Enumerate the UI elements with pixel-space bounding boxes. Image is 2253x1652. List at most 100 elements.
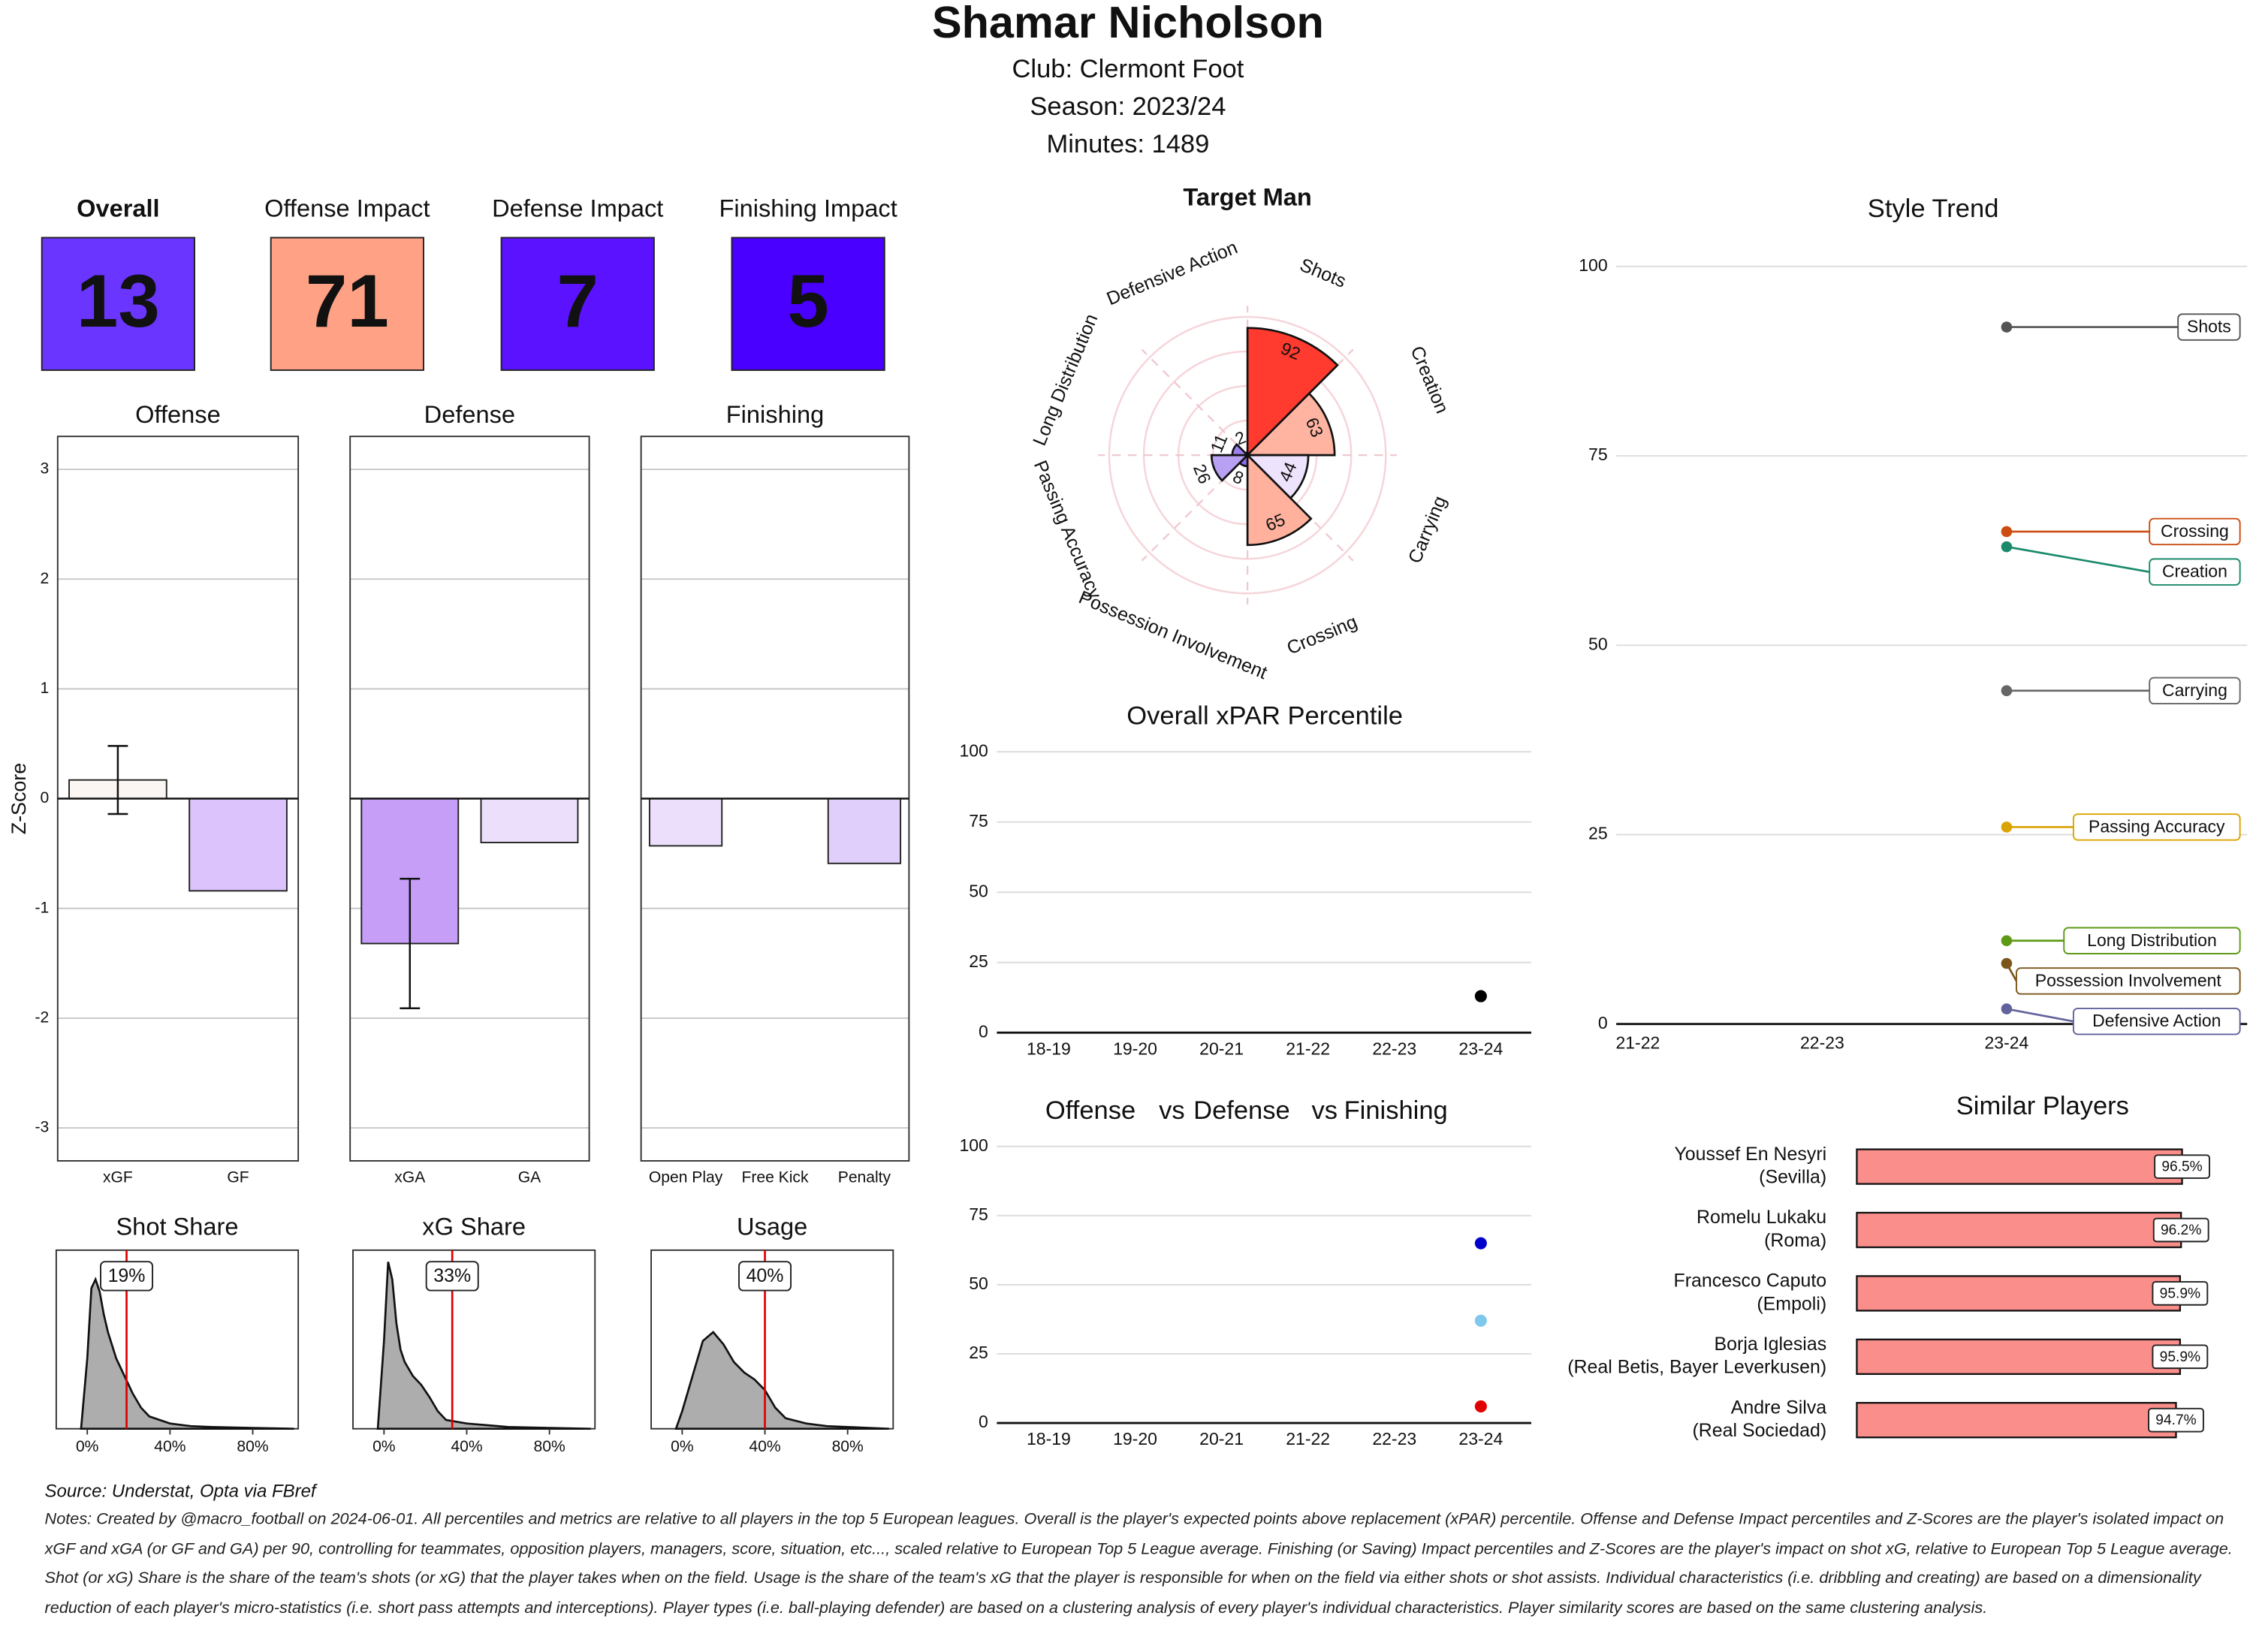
value-label-box — [2152, 1281, 2209, 1306]
label-connector — [2006, 545, 2150, 573]
player-club: (Sevilla) — [1759, 1167, 1826, 1188]
point — [2001, 321, 2013, 333]
panel-title: Offense — [135, 400, 221, 428]
x-tick-label: Penalty — [838, 1169, 891, 1186]
card-box — [731, 237, 885, 371]
point — [2001, 541, 2013, 553]
player-name: Andre Silva — [1731, 1397, 1827, 1418]
y-tick-label: 50 — [969, 1274, 988, 1293]
rose-wedge — [1244, 451, 1249, 458]
series-label: Long Distribution — [2087, 930, 2217, 950]
value-label: 11 — [1206, 431, 1231, 455]
x-tick-label: 21-22 — [1286, 1429, 1330, 1449]
y-tick-label: 50 — [969, 881, 988, 900]
card-value: 7 — [556, 260, 598, 343]
marker-label-box — [100, 1261, 154, 1292]
point — [1474, 1237, 1487, 1250]
y-tick-label: 25 — [1588, 824, 1608, 843]
bar — [1856, 1275, 2182, 1312]
panel-title: Finishing — [726, 400, 824, 428]
card-label: Offense Impact — [264, 194, 430, 222]
category-label: Creation — [1406, 343, 1452, 417]
label-box — [2149, 558, 2241, 586]
point — [2001, 685, 2013, 697]
x-tick-label: 0% — [76, 1438, 98, 1455]
x-tick-label: 40% — [749, 1438, 780, 1455]
y-tick-label: 100 — [959, 740, 988, 760]
y-tick-label: 0 — [1598, 1013, 1608, 1032]
label-connector — [2005, 963, 2018, 982]
title-separator: vs — [1311, 1096, 1338, 1125]
x-tick-label: 22-23 — [1800, 1033, 1844, 1053]
label-box — [2149, 517, 2241, 546]
x-tick-label: 0% — [372, 1438, 395, 1455]
series-label: Creation — [2162, 562, 2227, 581]
density-area — [674, 1331, 889, 1430]
x-tick-label: 40% — [451, 1438, 482, 1455]
category-label: Shots — [1297, 255, 1350, 292]
x-tick-label: 18-19 — [1027, 1429, 1071, 1449]
point — [2001, 526, 2013, 538]
point — [1474, 1400, 1487, 1412]
bar — [1856, 1211, 2182, 1249]
card-box — [270, 237, 424, 371]
x-tick-label: 23-24 — [1985, 1033, 2029, 1053]
chart-title: Overall xPAR Percentile — [1126, 701, 1403, 730]
y-tick-label: 75 — [969, 1204, 988, 1224]
series-label: Crossing — [2161, 521, 2229, 541]
y-tick-label: -2 — [35, 1008, 50, 1026]
category-label: Defensive Action — [1104, 237, 1241, 309]
chart-title: Similar Players — [1956, 1092, 2129, 1120]
x-tick-label: 23-24 — [1458, 1429, 1503, 1449]
notes-box: Notes: Created by @macro_football on 202… — [44, 1511, 2233, 1617]
point — [2001, 957, 2013, 969]
y-tick-label: 100 — [959, 1135, 988, 1155]
card-label: Overall — [77, 194, 160, 222]
x-tick-label: xGA — [394, 1169, 426, 1186]
panel-title: Shot Share — [116, 1213, 238, 1241]
player-club: (Roma) — [1764, 1230, 1826, 1251]
x-tick-label: 21-22 — [1615, 1033, 1660, 1053]
x-tick-label: 19-20 — [1113, 1429, 1157, 1449]
panel-title: xG Share — [422, 1213, 526, 1241]
x-tick-label: GF — [227, 1169, 249, 1186]
rose-wedge — [1246, 327, 1339, 458]
card-label: Finishing Impact — [719, 194, 897, 222]
x-tick-label: 20-21 — [1199, 1039, 1244, 1058]
minutes: Minutes: 1489 — [1047, 130, 1210, 158]
x-tick-label: 23-24 — [1458, 1039, 1503, 1058]
panel-title: Usage — [737, 1213, 807, 1241]
y-tick-label: 25 — [969, 951, 988, 971]
y-tick-label: 0 — [979, 1412, 988, 1431]
x-tick-label: 20-21 — [1199, 1429, 1244, 1449]
player-club: (Real Betis, Bayer Leverkusen) — [1567, 1357, 1826, 1378]
season: Season: 2023/24 — [1030, 92, 1226, 121]
label-box — [2063, 927, 2241, 954]
x-tick-label: 80% — [832, 1438, 864, 1455]
x-tick-label: 18-19 — [1027, 1039, 1071, 1058]
category-label: Crossing — [1284, 611, 1361, 659]
card-value: 71 — [306, 260, 389, 343]
chart-title: Target Man — [1183, 182, 1311, 210]
player-name: Shamar Nicholson — [932, 0, 1324, 47]
category-label: Carrying — [1404, 493, 1451, 567]
x-tick-label: GA — [518, 1169, 541, 1186]
y-tick-label: 1 — [41, 680, 50, 697]
player-name: Youssef En Nesyri — [1674, 1144, 1826, 1165]
title-separator: vs — [1159, 1096, 1185, 1125]
notes: Notes: Created by @macro_football on 202… — [44, 1511, 2233, 1617]
radial-grid — [1108, 315, 1387, 595]
point — [2001, 1003, 2013, 1014]
x-tick-label: 21-22 — [1286, 1039, 1330, 1058]
bar — [480, 797, 579, 843]
density-area — [80, 1277, 294, 1430]
value-label: 96.5% — [2161, 1159, 2202, 1175]
error-bar — [400, 878, 421, 1010]
value-label: 95.9% — [2160, 1349, 2200, 1365]
player-club: (Empoli) — [1757, 1293, 1826, 1314]
marker-label: 19% — [108, 1265, 146, 1286]
card-value: 5 — [787, 260, 828, 343]
density-area — [376, 1262, 591, 1430]
bar — [827, 797, 902, 864]
card-box — [500, 237, 655, 371]
